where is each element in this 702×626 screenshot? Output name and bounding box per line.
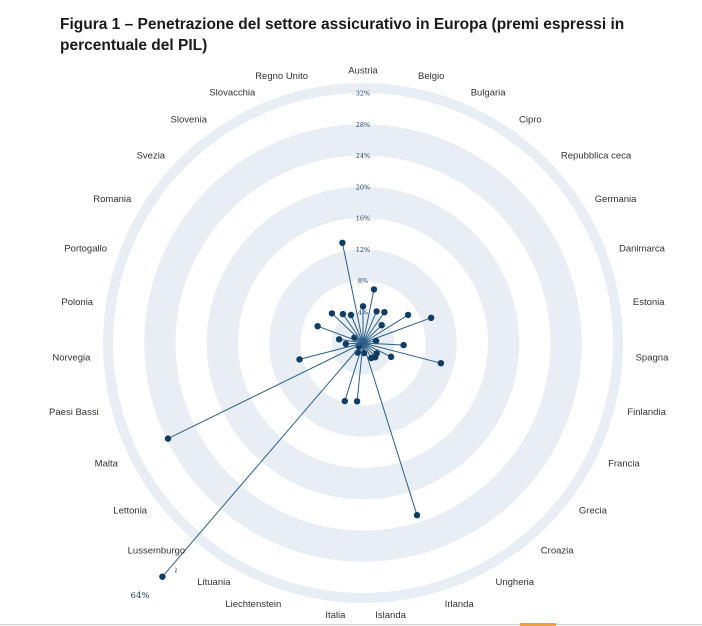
broken-axis-value-label: 64% xyxy=(131,591,150,601)
data-point xyxy=(339,310,347,318)
category-label: Spagna xyxy=(636,352,669,363)
footer-divider xyxy=(0,624,702,625)
data-point xyxy=(164,435,172,442)
data-spoke xyxy=(342,313,364,344)
category-label: Islanda xyxy=(375,610,406,621)
data-spoke xyxy=(356,342,364,402)
data-point xyxy=(347,311,355,319)
data-point xyxy=(368,354,375,362)
category-label: Belgio xyxy=(418,71,444,82)
category-label: Danimarca xyxy=(619,244,666,255)
data-spoke xyxy=(362,342,442,364)
category-label: Croazia xyxy=(541,546,574,557)
data-spoke xyxy=(339,338,364,344)
category-label: Ungheria xyxy=(496,577,535,588)
category-label: Romania xyxy=(93,194,132,205)
category-label: Portogallo xyxy=(64,244,107,255)
data-point xyxy=(387,353,395,360)
radar-tick-label: 16% xyxy=(356,215,370,223)
data-spoke xyxy=(350,314,364,344)
category-label: Cipro xyxy=(519,114,542,125)
data-point xyxy=(400,341,407,349)
data-point xyxy=(373,308,380,315)
radar-tick-label: 20% xyxy=(356,183,370,191)
category-label: Estonia xyxy=(633,297,665,308)
data-point xyxy=(296,356,303,363)
data-point xyxy=(372,337,380,345)
category-label: Regno Unito xyxy=(255,71,308,82)
data-spoke xyxy=(362,311,378,344)
category-label: Repubblica ceca xyxy=(561,150,632,161)
data-point xyxy=(353,398,361,405)
data-spoke xyxy=(362,289,375,344)
data-spoke xyxy=(362,342,392,358)
category-label: Germania xyxy=(595,194,637,205)
broken-axis-notes: ≀ 64% xyxy=(131,566,178,601)
data-point xyxy=(378,322,385,329)
data-spoke xyxy=(362,324,383,344)
category-label: Italia xyxy=(325,610,346,621)
category-label: Slovacchia xyxy=(209,88,256,99)
radar-tick-label: 28% xyxy=(356,121,370,129)
data-spoke xyxy=(167,342,364,440)
chart-title: Figura 1 – Penetrazione del settore assi… xyxy=(60,16,625,54)
data-spoke xyxy=(362,311,385,344)
data-spoke xyxy=(362,342,418,516)
category-label: Polonia xyxy=(61,297,93,308)
data-point xyxy=(381,309,388,316)
category-label: Francia xyxy=(608,459,640,470)
data-point xyxy=(427,314,435,321)
data-spoke xyxy=(362,314,409,344)
data-point xyxy=(359,303,367,310)
radar-category-labels: Austria Belgio Bulgaria Cipro Repubblica cec… xyxy=(49,66,669,622)
radar-tick-label: 8% xyxy=(358,277,368,285)
data-spoke xyxy=(362,342,404,346)
radar-tick-label: 12% xyxy=(356,246,370,254)
data-point xyxy=(370,286,378,293)
radar-tick-label: 32% xyxy=(356,90,370,98)
data-point xyxy=(342,340,349,348)
category-label: Norvegia xyxy=(52,352,91,363)
data-point xyxy=(335,336,343,343)
category-label: Malta xyxy=(95,459,119,470)
category-label: Paesi Bassi xyxy=(49,407,99,418)
category-label: Slovenia xyxy=(171,114,208,125)
category-label: Liechtenstein xyxy=(225,599,281,610)
data-spoke xyxy=(341,242,364,344)
radar-tick-label: 24% xyxy=(356,152,370,160)
data-point xyxy=(328,310,336,317)
data-point xyxy=(159,573,166,580)
category-label: Grecia xyxy=(579,506,608,517)
category-label: Irlanda xyxy=(445,599,475,610)
data-point xyxy=(314,323,321,330)
data-point xyxy=(341,397,348,405)
broken-axis-symbol: ≀ xyxy=(174,566,177,576)
category-label: Lettonia xyxy=(113,506,148,517)
category-label: Svezia xyxy=(137,150,166,161)
data-spoke xyxy=(162,342,364,578)
data-point xyxy=(437,360,445,367)
category-label: Austria xyxy=(348,66,378,77)
category-label: Lituania xyxy=(197,577,231,588)
data-point xyxy=(339,239,346,246)
data-spoke xyxy=(331,313,364,344)
data-point xyxy=(404,311,412,319)
category-label: Bulgaria xyxy=(471,88,507,99)
category-label: Finlandia xyxy=(627,407,666,418)
radar-data-spokes xyxy=(159,239,445,580)
data-point xyxy=(413,512,421,519)
data-point xyxy=(354,349,361,356)
category-label: Lussemburgo xyxy=(128,546,186,557)
footer-accent xyxy=(520,623,556,626)
data-spoke xyxy=(299,342,364,360)
